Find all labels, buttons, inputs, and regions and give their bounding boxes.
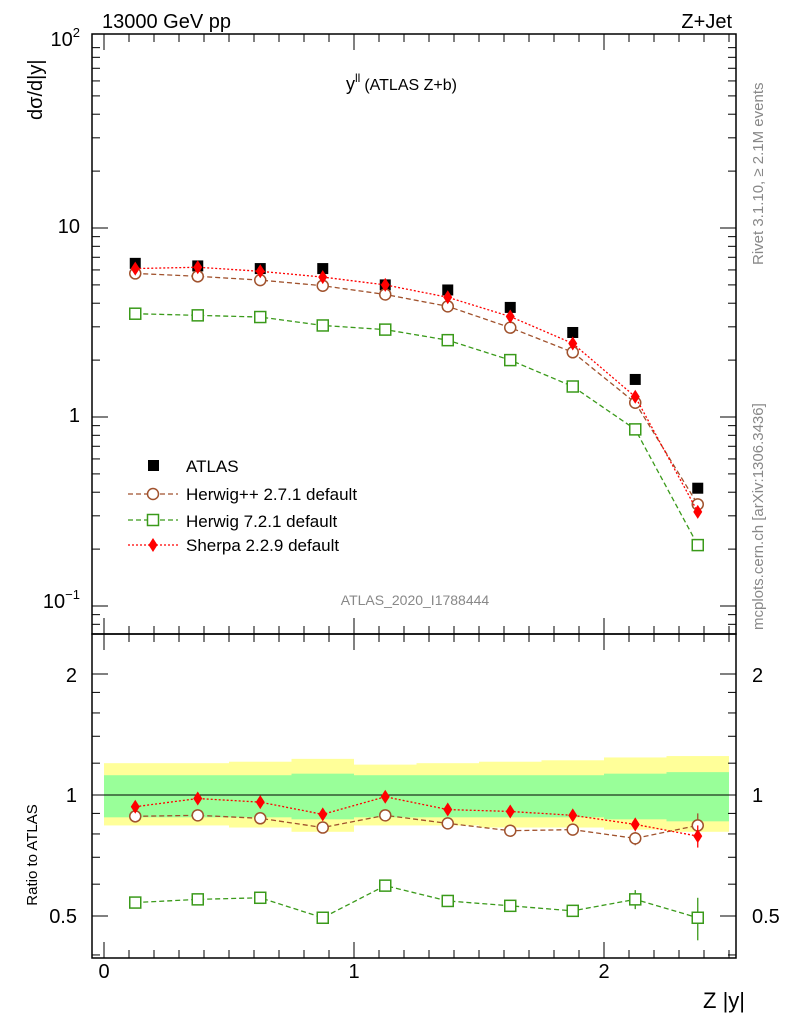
- ratio-band-inner: [666, 772, 729, 822]
- data-point-herwig7: [629, 423, 642, 436]
- ratio-ytick-label-right: 0.5: [752, 906, 780, 928]
- legend-marker-sherpa: [148, 538, 158, 552]
- ratio-point-herwigpp: [629, 832, 642, 845]
- ratio-point-herwigpp: [379, 809, 392, 822]
- series-line-herwig7: [135, 313, 699, 546]
- ratio-point-sherpa: [505, 804, 515, 819]
- ratio-point-herwig7: [379, 879, 392, 892]
- data-point-sherpa: [318, 270, 328, 285]
- data-point-atlas: [442, 284, 454, 296]
- rivet-label: Rivet 3.1.10, ≥ 2.1M events: [750, 83, 767, 266]
- data-point-herwig7: [191, 309, 204, 322]
- data-point-herwig7: [379, 323, 392, 336]
- ratio-point-herwigpp: [504, 824, 517, 837]
- data-point-atlas: [317, 263, 329, 275]
- main-ylabel: dσ/d|y|: [25, 59, 47, 120]
- data-point-atlas: [567, 326, 579, 338]
- ratio-ylabel: Ratio to ATLAS: [24, 804, 41, 905]
- main-ytick-label: 10: [58, 216, 80, 238]
- data-point-herwig7: [129, 307, 142, 320]
- main-title: yll (ATLAS Z+b): [346, 71, 457, 94]
- mcplots-label: mcplots.cern.ch [arXiv:1306.3436]: [750, 403, 767, 630]
- legend-label-herwigpp: Herwig++ 2.7.1 default: [186, 485, 357, 504]
- xtick-label: 0: [98, 961, 109, 983]
- legend-marker-herwigpp: [146, 487, 160, 501]
- ratio-point-sherpa: [255, 795, 265, 810]
- data-point-atlas: [504, 301, 516, 313]
- ratio-point-sherpa: [630, 817, 640, 832]
- ratio-ytick-label: 0.5: [49, 906, 77, 928]
- data-point-sherpa: [693, 504, 703, 519]
- data-point-herwig7: [566, 380, 579, 393]
- xaxis-label: Z |y|: [703, 988, 745, 1013]
- ratio-line-herwigpp: [135, 814, 698, 840]
- data-point-atlas: [692, 482, 704, 494]
- watermark: ATLAS_2020_I1788444: [341, 592, 490, 608]
- ratio-point-herwig7: [316, 911, 329, 925]
- data-point-sherpa: [130, 261, 140, 276]
- ratio-frame: [91, 633, 737, 959]
- ratio-point-sherpa: [318, 807, 328, 822]
- data-point-sherpa: [443, 290, 453, 305]
- ratio-point-herwig7: [566, 904, 579, 918]
- ratio-point-herwig7: [441, 894, 454, 908]
- ratio-point-herwig7: [691, 911, 704, 925]
- ratio-point-sherpa: [693, 829, 703, 844]
- ratio-point-herwig7: [129, 896, 142, 909]
- legend-label-atlas: ATLAS: [186, 457, 239, 476]
- ratio-point-herwigpp: [441, 817, 454, 830]
- data-point-sherpa: [568, 336, 578, 351]
- ratio-point-herwig7: [629, 893, 642, 906]
- data-point-herwigpp: [504, 321, 517, 334]
- ratio-point-herwigpp: [254, 812, 267, 825]
- ratio-ytick-label-right: 1: [752, 785, 763, 807]
- ratio-line-herwig7: [135, 884, 698, 919]
- ratio-point-herwig7: [191, 893, 204, 906]
- legend-marker-atlas: [148, 460, 159, 471]
- ratio-point-herwigpp: [191, 809, 204, 822]
- data-point-sherpa: [505, 309, 515, 324]
- series-line-herwigpp: [135, 272, 699, 505]
- ratio-point-herwigpp: [316, 821, 329, 834]
- ratio-point-sherpa: [193, 791, 203, 806]
- data-point-herwig7: [441, 333, 454, 347]
- ratio-point-sherpa: [568, 808, 578, 823]
- header-right: Z+Jet: [681, 11, 732, 33]
- ratio-point-herwig7: [504, 899, 517, 913]
- ratio-point-sherpa: [130, 799, 140, 814]
- ratio-point-sherpa: [443, 802, 453, 817]
- legend-label-herwig7: Herwig 7.2.1 default: [186, 512, 337, 531]
- legend-marker-herwig7: [146, 513, 160, 527]
- ratio-ytick-label-right: 2: [752, 665, 763, 687]
- data-point-sherpa: [380, 277, 390, 292]
- ratio-point-herwig7: [254, 891, 267, 905]
- data-point-herwig7: [316, 319, 329, 332]
- data-point-herwig7: [691, 538, 704, 552]
- xtick-label: 2: [598, 961, 609, 983]
- series-line-sherpa: [135, 266, 699, 513]
- data-point-sherpa: [630, 389, 640, 404]
- main-ytick-label: 10−1: [43, 587, 80, 613]
- ratio-point-sherpa: [380, 789, 390, 804]
- xtick-label: 1: [348, 961, 359, 983]
- header-left: 13000 GeV pp: [102, 11, 231, 33]
- main-ytick-label: 102: [51, 25, 80, 51]
- ratio-point-herwigpp: [566, 823, 579, 836]
- data-point-herwig7: [254, 310, 267, 324]
- ratio-ytick-label: 1: [66, 785, 77, 807]
- legend-label-sherpa: Sherpa 2.2.9 default: [186, 536, 339, 555]
- data-point-sherpa: [193, 260, 203, 275]
- data-point-sherpa: [255, 264, 265, 279]
- ratio-band-inner: [604, 773, 667, 820]
- main-ytick-label: 1: [69, 405, 80, 427]
- data-point-herwig7: [504, 353, 517, 367]
- ratio-ytick-label: 2: [66, 665, 77, 687]
- data-point-atlas: [629, 373, 641, 385]
